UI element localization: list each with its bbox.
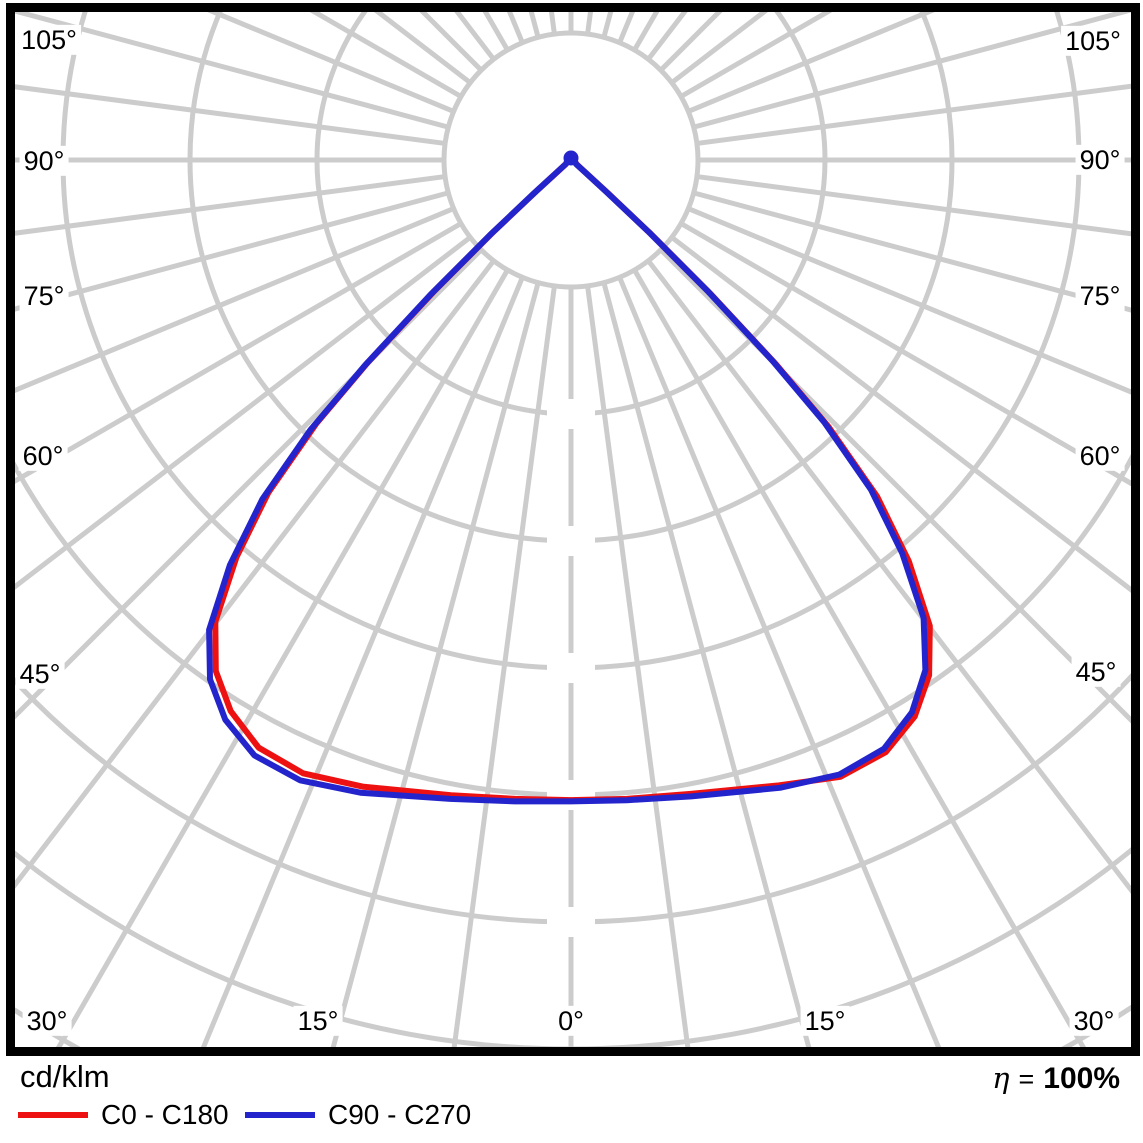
legend-label-c90-c270: C90 - C270 — [328, 1099, 472, 1130]
grid-spoke — [15, 235, 472, 590]
grid-spoke — [15, 174, 446, 236]
grid-spoke — [679, 221, 1131, 487]
grid-spoke — [601, 282, 812, 1047]
grid-spoke — [617, 276, 942, 1047]
legend-swatch-c0-c180 — [18, 1112, 88, 1118]
legend-label-c0-c180: C0 - C180 — [101, 1099, 229, 1130]
grid-spoke — [632, 268, 1086, 1047]
efficiency-readout: η = 100% — [992, 1061, 1120, 1096]
ring-value-boxes — [547, 399, 595, 937]
grid-spoke — [15, 248, 483, 720]
grid-spoke — [687, 206, 1131, 395]
grid-spoke — [693, 12, 1131, 130]
grid-spoke — [15, 206, 455, 394]
chart-frame — [6, 3, 1140, 1056]
grid-spoke — [56, 268, 510, 1047]
polar-chart-canvas — [6, 3, 1140, 1056]
eta-symbol: η — [992, 1061, 1010, 1095]
grid-spoke — [200, 276, 525, 1047]
curve-c90-c270 — [206, 157, 929, 805]
grid-spoke — [659, 248, 1131, 724]
grid-spoke — [207, 12, 455, 114]
ring-label-box — [547, 399, 595, 429]
legend-swatch-c90-c270 — [245, 1112, 315, 1118]
ring-label-box — [547, 907, 595, 937]
eta-equals: = — [1018, 1064, 1035, 1094]
grid-spoke — [687, 12, 935, 114]
legend-item-c90-c270: C90 - C270 — [245, 1099, 472, 1130]
grid-spoke — [15, 259, 496, 889]
intensity-curves — [206, 150, 933, 805]
grid-spoke — [696, 83, 1131, 146]
grid-spoke — [670, 235, 1131, 593]
grid-spoke — [696, 174, 1131, 237]
grid-spoke — [15, 84, 446, 146]
grid-spoke — [15, 12, 449, 130]
eta-value: 100% — [1043, 1062, 1120, 1095]
ring-label-box — [547, 526, 595, 556]
grid-spoke — [15, 190, 449, 312]
grid-spoke — [330, 282, 541, 1047]
chart-footer: cd/klm C0 - C180 C90 - C270 η = 100% — [0, 1057, 1143, 1143]
grid-spoke — [646, 259, 1131, 894]
center-dot — [563, 150, 579, 166]
grid-spoke — [693, 190, 1131, 313]
legend-item-c0-c180: C0 - C180 — [18, 1099, 229, 1130]
grid-spoke — [15, 221, 463, 484]
ring-label-box — [547, 780, 595, 810]
ring-label-box — [547, 653, 595, 683]
units-label: cd/klm — [20, 1059, 110, 1094]
